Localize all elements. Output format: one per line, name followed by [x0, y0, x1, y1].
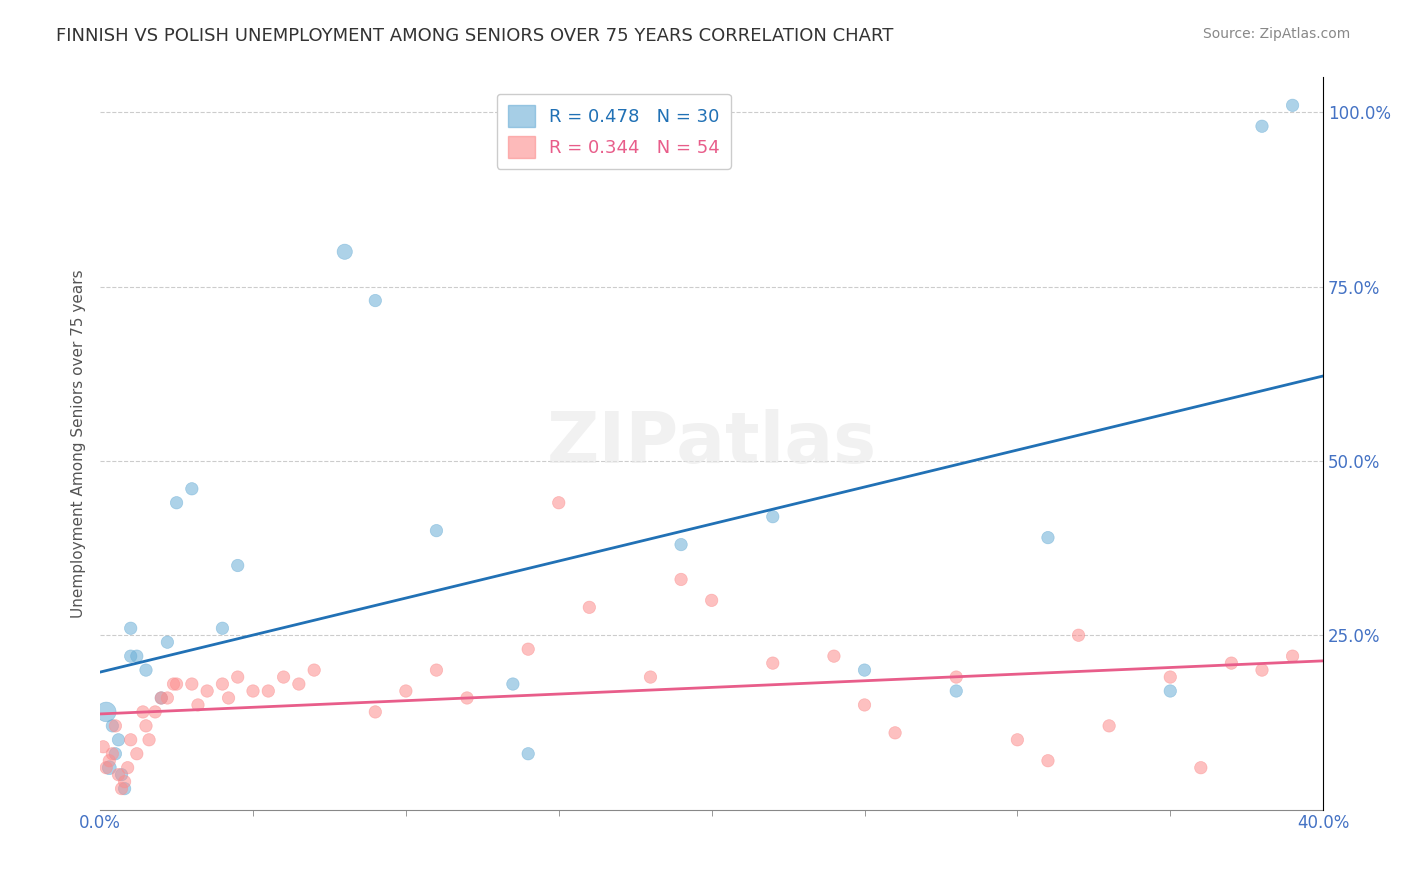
Point	[226, 558, 249, 573]
Point	[669, 538, 692, 552]
Point	[114, 781, 136, 796]
Point	[120, 732, 142, 747]
Point	[502, 677, 524, 691]
Point	[98, 754, 121, 768]
Point	[1036, 754, 1059, 768]
Point	[114, 774, 136, 789]
Point	[762, 509, 785, 524]
Point	[104, 719, 127, 733]
Point	[288, 677, 311, 691]
Point	[96, 705, 118, 719]
Point	[211, 677, 233, 691]
Point	[364, 293, 387, 308]
Point	[945, 684, 967, 698]
Point	[242, 684, 264, 698]
Point	[150, 690, 173, 705]
Point	[156, 690, 179, 705]
Point	[1098, 719, 1121, 733]
Point	[138, 732, 160, 747]
Point	[180, 677, 202, 691]
Point	[166, 677, 188, 691]
Point	[120, 649, 142, 664]
Legend: R = 0.478   N = 30, R = 0.344   N = 54: R = 0.478 N = 30, R = 0.344 N = 54	[496, 94, 731, 169]
Text: ZIPatlas: ZIPatlas	[547, 409, 877, 478]
Y-axis label: Unemployment Among Seniors over 75 years: Unemployment Among Seniors over 75 years	[72, 269, 86, 618]
Point	[456, 690, 478, 705]
Point	[110, 781, 132, 796]
Point	[107, 767, 129, 781]
Point	[1281, 649, 1303, 664]
Point	[273, 670, 295, 684]
Point	[257, 684, 280, 698]
Point	[195, 684, 218, 698]
Point	[226, 670, 249, 684]
Point	[98, 761, 121, 775]
Point	[945, 670, 967, 684]
Text: Source: ZipAtlas.com: Source: ZipAtlas.com	[1202, 27, 1350, 41]
Point	[395, 684, 418, 698]
Point	[187, 698, 209, 712]
Point	[117, 761, 139, 775]
Point	[125, 649, 148, 664]
Point	[364, 705, 387, 719]
Point	[120, 621, 142, 635]
Point	[135, 663, 157, 677]
Point	[853, 663, 876, 677]
Point	[547, 496, 569, 510]
Point	[162, 677, 184, 691]
Point	[1251, 120, 1274, 134]
Point	[101, 747, 124, 761]
Point	[1159, 670, 1181, 684]
Point	[166, 496, 188, 510]
Point	[1281, 98, 1303, 112]
Point	[1007, 732, 1029, 747]
Point	[1220, 656, 1243, 670]
Point	[135, 719, 157, 733]
Point	[180, 482, 202, 496]
Point	[1036, 531, 1059, 545]
Point	[884, 726, 907, 740]
Point	[578, 600, 600, 615]
Point	[156, 635, 179, 649]
Point	[853, 698, 876, 712]
Point	[96, 761, 118, 775]
Point	[517, 642, 540, 657]
Point	[143, 705, 166, 719]
Point	[1159, 684, 1181, 698]
Point	[132, 705, 155, 719]
Point	[700, 593, 723, 607]
Point	[91, 739, 114, 754]
Point	[669, 573, 692, 587]
Point	[302, 663, 325, 677]
Point	[110, 767, 132, 781]
Point	[125, 747, 148, 761]
Text: FINNISH VS POLISH UNEMPLOYMENT AMONG SENIORS OVER 75 YEARS CORRELATION CHART: FINNISH VS POLISH UNEMPLOYMENT AMONG SEN…	[56, 27, 894, 45]
Point	[218, 690, 240, 705]
Point	[425, 663, 447, 677]
Point	[104, 747, 127, 761]
Point	[762, 656, 785, 670]
Point	[640, 670, 662, 684]
Point	[425, 524, 447, 538]
Point	[823, 649, 845, 664]
Point	[211, 621, 233, 635]
Point	[107, 732, 129, 747]
Point	[101, 719, 124, 733]
Point	[517, 747, 540, 761]
Point	[150, 690, 173, 705]
Point	[333, 244, 356, 259]
Point	[1067, 628, 1090, 642]
Point	[1189, 761, 1212, 775]
Point	[1251, 663, 1274, 677]
